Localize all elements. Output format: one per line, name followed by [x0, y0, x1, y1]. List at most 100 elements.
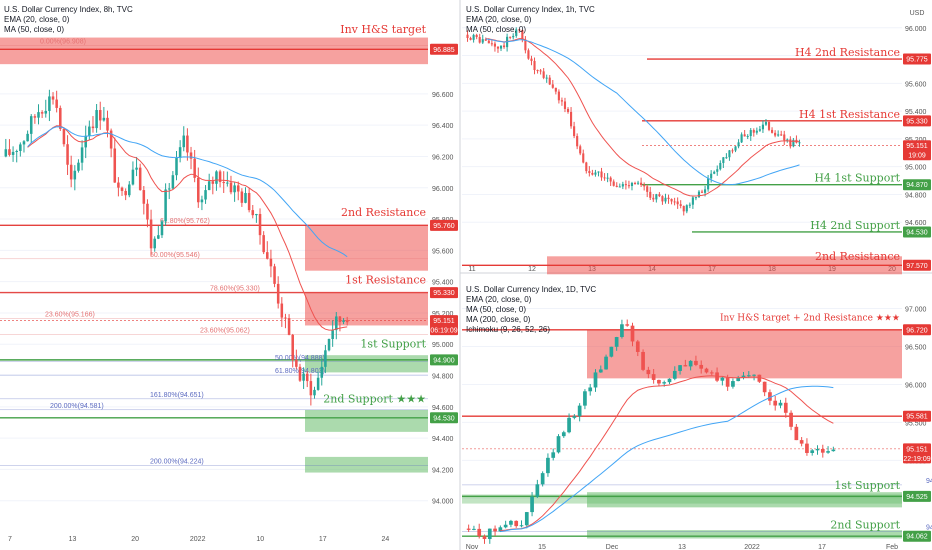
candle [604, 356, 608, 370]
candle [664, 197, 667, 202]
candle [588, 387, 593, 392]
candle [255, 213, 258, 216]
candle [597, 171, 600, 173]
candle [472, 528, 476, 530]
price-label-box [903, 53, 931, 65]
candle [646, 186, 649, 192]
fib-label: 78.60%(95.330) [210, 286, 260, 293]
candle [630, 182, 634, 187]
price-label: 95.581 [906, 414, 928, 421]
candle [466, 34, 469, 39]
x-tick: 7 [8, 536, 12, 543]
zone-label: H4 2nd Support [810, 219, 900, 232]
candle [475, 34, 478, 38]
candle [752, 374, 756, 376]
indicator-label: Ichimoku (9, 26, 52, 26) [466, 325, 550, 334]
fib-label: 161.80%(94.651) [150, 392, 204, 399]
candle [262, 235, 265, 253]
candle [469, 38, 472, 40]
candle [251, 210, 255, 216]
candle [678, 365, 682, 371]
candle [113, 148, 117, 183]
candle [728, 150, 731, 158]
candle [59, 107, 62, 129]
candle [484, 39, 487, 41]
candle [749, 130, 752, 137]
y-tick: 95.000 [905, 165, 927, 172]
candle [603, 177, 606, 179]
ema-line [27, 125, 348, 331]
candle [530, 496, 534, 513]
zone-label: 2nd Resistance [815, 250, 900, 263]
candle [327, 338, 331, 351]
candle [258, 213, 262, 236]
candle [786, 139, 789, 141]
candle [8, 149, 11, 155]
x-tick: 17 [818, 544, 826, 550]
candle [758, 129, 761, 131]
candle [707, 178, 710, 190]
x-tick: 24 [381, 536, 389, 543]
candle [15, 150, 18, 152]
candle [667, 197, 670, 199]
y-tick: 96.000 [905, 382, 927, 389]
candle [773, 400, 778, 406]
candle [556, 436, 561, 453]
zone-label: H4 1st Support [814, 172, 900, 185]
candle [22, 141, 26, 145]
candle [640, 182, 643, 186]
y-tick: 95.000 [432, 342, 454, 349]
candle [820, 448, 825, 453]
candle [153, 238, 156, 249]
zone-label: H4 2nd Resistance [795, 46, 900, 59]
candle [521, 29, 524, 40]
price-label-box [903, 490, 931, 502]
price-label: 95.760 [433, 223, 455, 230]
candle [588, 171, 591, 173]
candle [77, 162, 80, 171]
zone-label: H4 1st Resistance [799, 108, 900, 121]
y-tick: 95.500 [905, 420, 927, 427]
candle [704, 189, 707, 193]
price-label-box [903, 226, 931, 238]
candle [215, 171, 218, 184]
candle [481, 39, 484, 43]
fib-label: 94.676 [926, 478, 932, 485]
x-tick: 11 [468, 266, 475, 273]
candle [570, 111, 573, 127]
candle [771, 129, 774, 133]
candle [561, 432, 566, 437]
candle [345, 320, 349, 323]
candle [691, 197, 694, 205]
candle [583, 391, 587, 406]
candle [535, 484, 540, 497]
zone-redZone [305, 292, 428, 326]
candle [487, 40, 490, 44]
candle [672, 370, 677, 379]
price-label: 95.775 [906, 57, 928, 64]
candle [233, 185, 236, 193]
x-tick: 13 [678, 544, 686, 550]
candle [630, 325, 635, 342]
candle [576, 136, 579, 147]
candle [662, 382, 667, 384]
zone-greenZone [587, 530, 902, 539]
candle [514, 520, 519, 527]
candle [338, 316, 342, 322]
candle [490, 43, 493, 45]
candle [131, 169, 135, 185]
zone-label: 2nd Support ★★★ [323, 392, 426, 405]
candle [641, 351, 645, 370]
candle [291, 334, 294, 360]
candle [524, 512, 529, 526]
price-label: 95.330 [906, 118, 928, 125]
candle [704, 368, 709, 373]
price-label: 94.530 [906, 229, 928, 236]
candle [200, 199, 204, 203]
y-tick: 94.600 [905, 220, 927, 227]
candle [499, 45, 503, 49]
candle [120, 187, 124, 191]
candle [472, 34, 475, 40]
currency-label: USD [910, 10, 925, 17]
